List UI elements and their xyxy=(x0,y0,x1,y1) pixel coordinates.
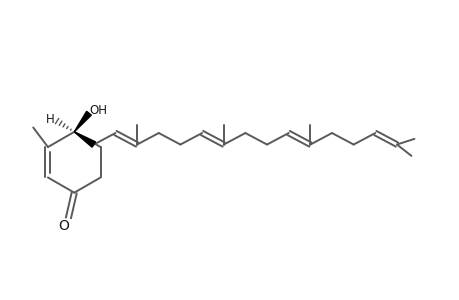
Polygon shape xyxy=(74,111,91,132)
Text: OH: OH xyxy=(90,104,107,117)
Text: H: H xyxy=(46,112,55,126)
Polygon shape xyxy=(74,132,95,147)
Text: O: O xyxy=(58,219,69,233)
